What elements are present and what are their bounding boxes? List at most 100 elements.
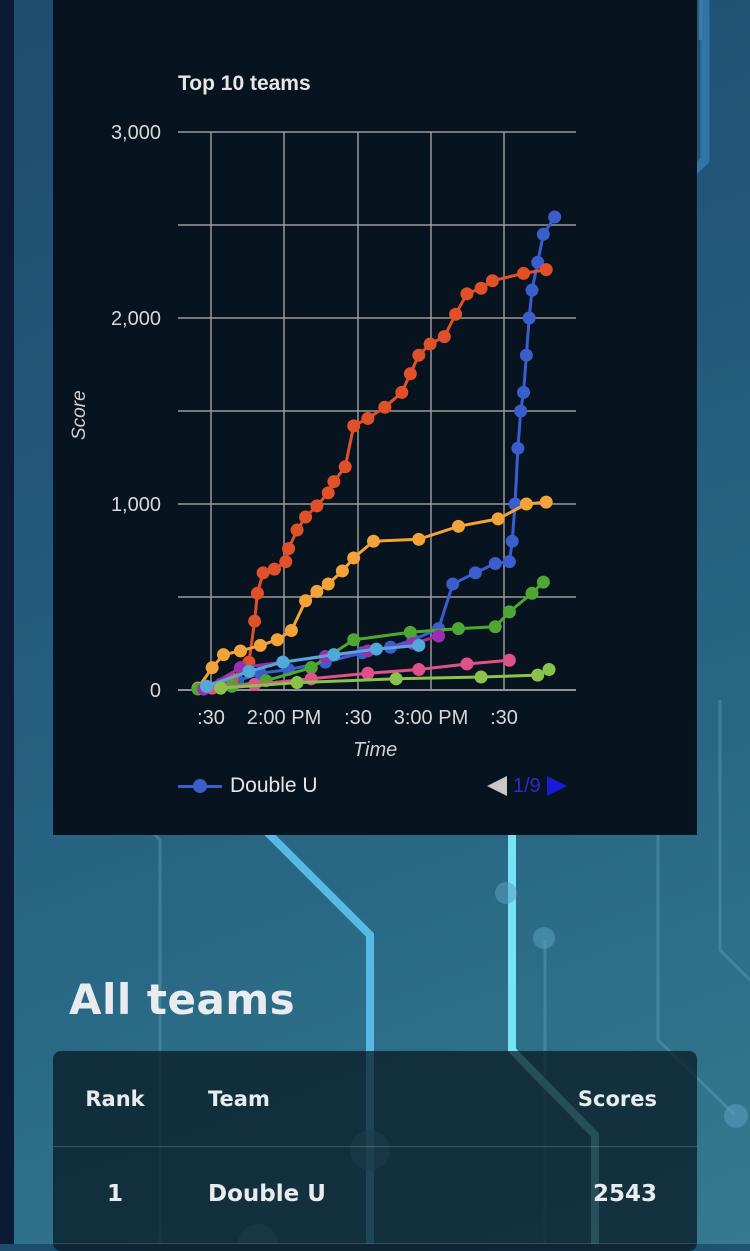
- data-point: [338, 460, 352, 474]
- data-point: [369, 642, 383, 656]
- table-row[interactable]: 1 Double U 2543: [53, 1147, 697, 1244]
- data-point: [539, 495, 553, 509]
- y-tick-label: 1,000: [111, 494, 161, 516]
- legend-pager: 1/9: [487, 773, 567, 799]
- data-point: [361, 411, 375, 425]
- data-point: [403, 367, 417, 381]
- previous-page-icon[interactable]: [487, 776, 507, 796]
- data-point: [284, 623, 298, 637]
- table-header: Rank Team Scores: [53, 1051, 697, 1147]
- data-point: [389, 672, 403, 686]
- data-point: [502, 653, 516, 667]
- chart-legend[interactable]: Double U: [178, 773, 318, 799]
- data-point: [256, 566, 270, 580]
- data-point: [403, 625, 417, 639]
- row-rank: 1: [106, 1181, 123, 1207]
- data-point: [474, 281, 488, 295]
- data-point: [412, 348, 426, 362]
- data-point: [250, 586, 264, 600]
- all-teams-heading: All teams: [69, 975, 296, 1024]
- data-point: [525, 586, 539, 600]
- data-point: [542, 663, 556, 677]
- data-point: [502, 605, 516, 619]
- data-point: [517, 266, 531, 280]
- data-point: [310, 584, 324, 598]
- data-point: [451, 622, 465, 636]
- data-point: [279, 555, 293, 569]
- data-point: [539, 263, 553, 277]
- x-tick-label: 3:00 PM: [394, 707, 468, 729]
- data-point: [321, 486, 335, 500]
- data-point: [378, 400, 392, 414]
- data-point: [437, 330, 451, 344]
- data-point: [488, 557, 502, 571]
- scores-column-header[interactable]: Scores: [577, 1087, 657, 1111]
- data-point: [488, 620, 502, 634]
- chart-card: 0 1,000 2,000 3,000:30 2:00 PM:30 3:00 PM:30 …: [53, 0, 697, 835]
- data-point: [205, 661, 219, 675]
- data-point: [525, 283, 539, 297]
- data-point: [412, 532, 426, 546]
- data-point: [335, 564, 349, 578]
- left-edge-strip: [0, 0, 14, 1244]
- data-point: [460, 287, 474, 301]
- data-point: [395, 385, 409, 399]
- data-point: [423, 337, 437, 351]
- data-point: [304, 661, 318, 675]
- data-point: [321, 577, 335, 591]
- data-point: [347, 551, 361, 565]
- pager-text: 1/9: [513, 774, 541, 797]
- legend-swatch: [178, 773, 222, 799]
- data-point: [531, 255, 545, 269]
- data-point: [511, 441, 525, 455]
- x-axis-label: Time: [353, 739, 398, 761]
- data-point: [248, 614, 262, 628]
- data-point: [290, 523, 304, 537]
- teams-table: Rank Team Scores 1 Double U 2543: [53, 1051, 697, 1251]
- data-point: [460, 657, 474, 671]
- next-page-icon[interactable]: [546, 776, 567, 796]
- data-point: [276, 655, 290, 669]
- data-point: [327, 475, 341, 489]
- data-point: [519, 348, 533, 362]
- data-point: [290, 676, 304, 690]
- data-point: [519, 497, 533, 511]
- data-point: [485, 274, 499, 288]
- y-tick-label: 2,000: [111, 308, 161, 330]
- row-score: 2543: [592, 1181, 657, 1207]
- data-point: [502, 555, 516, 569]
- rank-column-header[interactable]: Rank: [85, 1087, 145, 1111]
- y-tick-label: 3,000: [111, 122, 161, 144]
- data-point: [367, 534, 381, 548]
- data-point: [299, 594, 313, 608]
- data-point: [310, 499, 324, 513]
- data-point: [536, 227, 550, 241]
- team-column-header[interactable]: Team: [208, 1087, 270, 1111]
- data-point: [361, 666, 375, 680]
- data-point: [446, 577, 460, 591]
- data-point: [327, 648, 341, 662]
- data-point: [347, 633, 361, 647]
- x-tick-label: :30: [344, 707, 372, 729]
- data-point: [233, 644, 247, 658]
- data-point: [270, 633, 284, 647]
- data-point: [517, 385, 531, 399]
- data-point: [253, 638, 267, 652]
- legend-series-name: Double U: [230, 774, 318, 797]
- data-point: [449, 307, 463, 321]
- data-point: [536, 575, 550, 589]
- top-teams-chart: 0 1,000 2,000 3,000:30 2:00 PM:30 3:00 PM:30: [111, 122, 576, 729]
- data-point: [267, 562, 281, 576]
- data-point: [491, 512, 505, 526]
- data-point: [412, 638, 426, 652]
- data-point: [548, 210, 562, 224]
- data-point: [412, 663, 426, 677]
- data-point: [242, 664, 256, 678]
- data-point: [199, 679, 213, 693]
- row-team-name[interactable]: Double U: [208, 1181, 326, 1207]
- y-tick-label: 0: [150, 680, 161, 702]
- data-point: [468, 566, 482, 580]
- data-point: [216, 648, 230, 662]
- data-point: [531, 668, 545, 682]
- data-point: [432, 629, 446, 643]
